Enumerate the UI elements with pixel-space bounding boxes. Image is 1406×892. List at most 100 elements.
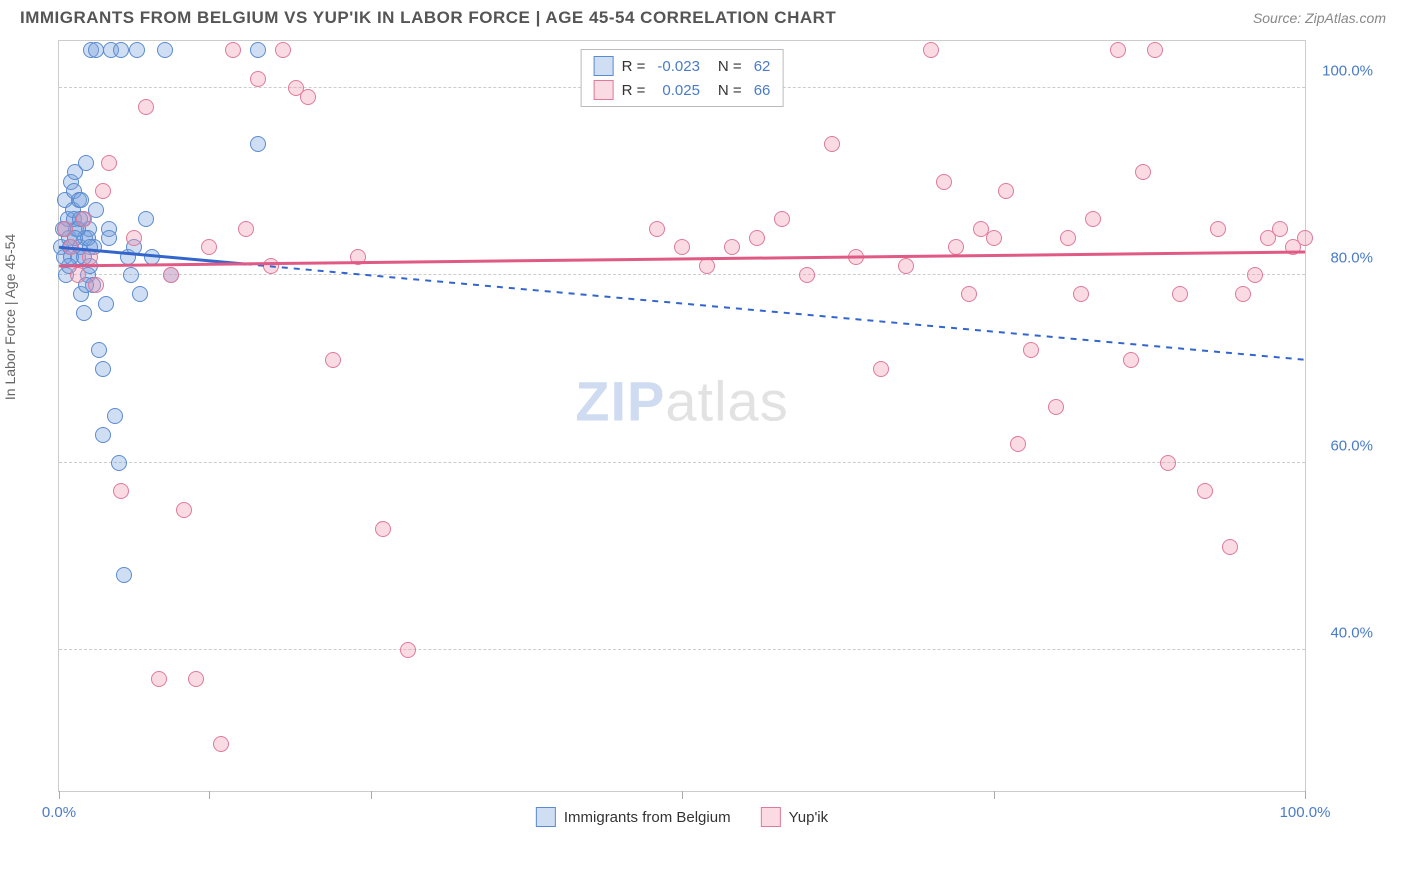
marker-yupik xyxy=(1085,211,1101,227)
x-tick xyxy=(371,791,372,799)
marker-yupik xyxy=(400,642,416,658)
marker-belgium xyxy=(144,249,160,265)
marker-yupik xyxy=(113,483,129,499)
legend-swatch-icon xyxy=(761,807,781,827)
marker-yupik xyxy=(1023,342,1039,358)
marker-yupik xyxy=(699,258,715,274)
legend-row-yupik: R = 0.025 N = 66 xyxy=(594,78,771,102)
marker-belgium xyxy=(250,42,266,58)
marker-belgium xyxy=(107,408,123,424)
marker-yupik xyxy=(325,352,341,368)
marker-yupik xyxy=(824,136,840,152)
marker-yupik xyxy=(57,221,73,237)
legend-r-label: R = xyxy=(622,82,646,99)
marker-belgium xyxy=(138,211,154,227)
marker-belgium xyxy=(91,342,107,358)
legend-r-value: 0.025 xyxy=(662,82,700,99)
marker-yupik xyxy=(799,267,815,283)
marker-yupik xyxy=(70,267,86,283)
marker-yupik xyxy=(1048,399,1064,415)
marker-yupik xyxy=(961,286,977,302)
series-legend: Immigrants from Belgium Yup'ik xyxy=(536,807,828,827)
marker-yupik xyxy=(1135,164,1151,180)
marker-yupik xyxy=(300,89,316,105)
marker-yupik xyxy=(225,42,241,58)
legend-item-belgium: Immigrants from Belgium xyxy=(536,807,731,827)
x-tick-label-left: 0.0% xyxy=(42,804,76,821)
marker-belgium xyxy=(95,427,111,443)
legend-r-label: R = xyxy=(622,58,646,75)
legend-swatch-icon xyxy=(536,807,556,827)
marker-yupik xyxy=(263,258,279,274)
chart-header: IMMIGRANTS FROM BELGIUM VS YUP'IK IN LAB… xyxy=(0,0,1406,32)
source-attribution: Source: ZipAtlas.com xyxy=(1253,10,1386,26)
grid-line xyxy=(59,462,1305,463)
marker-belgium xyxy=(111,455,127,471)
marker-yupik xyxy=(986,230,1002,246)
marker-yupik xyxy=(1247,267,1263,283)
y-tick-label: 80.0% xyxy=(1330,250,1373,267)
marker-yupik xyxy=(126,230,142,246)
marker-belgium xyxy=(78,155,94,171)
marker-belgium xyxy=(76,305,92,321)
legend-label: Yup'ik xyxy=(789,809,829,826)
marker-yupik xyxy=(724,239,740,255)
marker-yupik xyxy=(923,42,939,58)
marker-yupik xyxy=(1297,230,1313,246)
legend-row-belgium: R = -0.023 N = 62 xyxy=(594,54,771,78)
marker-yupik xyxy=(238,221,254,237)
marker-belgium xyxy=(98,296,114,312)
x-tick xyxy=(59,791,60,799)
marker-belgium xyxy=(73,192,89,208)
marker-yupik xyxy=(948,239,964,255)
marker-belgium xyxy=(116,567,132,583)
marker-belgium xyxy=(123,267,139,283)
x-tick xyxy=(994,791,995,799)
marker-yupik xyxy=(936,174,952,190)
watermark-suffix: atlas xyxy=(665,370,788,433)
x-tick xyxy=(1305,791,1306,799)
marker-yupik xyxy=(749,230,765,246)
plot-area: ZIPatlas R = -0.023 N = 62 R = 0.025 N =… xyxy=(58,40,1306,792)
marker-belgium xyxy=(132,286,148,302)
legend-label: Immigrants from Belgium xyxy=(564,809,731,826)
marker-yupik xyxy=(163,267,179,283)
marker-yupik xyxy=(82,249,98,265)
marker-yupik xyxy=(375,521,391,537)
legend-swatch-icon xyxy=(594,56,614,76)
marker-yupik xyxy=(151,671,167,687)
y-tick-label: 40.0% xyxy=(1330,625,1373,642)
marker-belgium xyxy=(88,42,104,58)
marker-yupik xyxy=(898,258,914,274)
legend-n-value: 62 xyxy=(754,58,771,75)
marker-yupik xyxy=(774,211,790,227)
x-tick xyxy=(682,791,683,799)
legend-r-value: -0.023 xyxy=(657,58,700,75)
legend-n-label: N = xyxy=(718,58,742,75)
marker-yupik xyxy=(1060,230,1076,246)
marker-yupik xyxy=(1123,352,1139,368)
marker-yupik xyxy=(649,221,665,237)
marker-yupik xyxy=(1210,221,1226,237)
legend-swatch-icon xyxy=(594,80,614,100)
marker-yupik xyxy=(1172,286,1188,302)
marker-yupik xyxy=(275,42,291,58)
marker-yupik xyxy=(176,502,192,518)
marker-yupik xyxy=(1073,286,1089,302)
marker-yupik xyxy=(1110,42,1126,58)
marker-yupik xyxy=(138,99,154,115)
y-tick-label: 60.0% xyxy=(1330,437,1373,454)
x-tick-label-right: 100.0% xyxy=(1280,804,1331,821)
marker-yupik xyxy=(873,361,889,377)
marker-belgium xyxy=(95,361,111,377)
watermark-prefix: ZIP xyxy=(575,370,665,433)
chart-container: In Labor Force | Age 45-54 ZIPatlas R = … xyxy=(20,32,1386,852)
grid-line xyxy=(59,649,1305,650)
marker-yupik xyxy=(1235,286,1251,302)
marker-yupik xyxy=(848,249,864,265)
marker-yupik xyxy=(188,671,204,687)
marker-yupik xyxy=(1010,436,1026,452)
trend-lines xyxy=(59,41,1305,791)
legend-item-yupik: Yup'ik xyxy=(761,807,829,827)
marker-yupik xyxy=(674,239,690,255)
